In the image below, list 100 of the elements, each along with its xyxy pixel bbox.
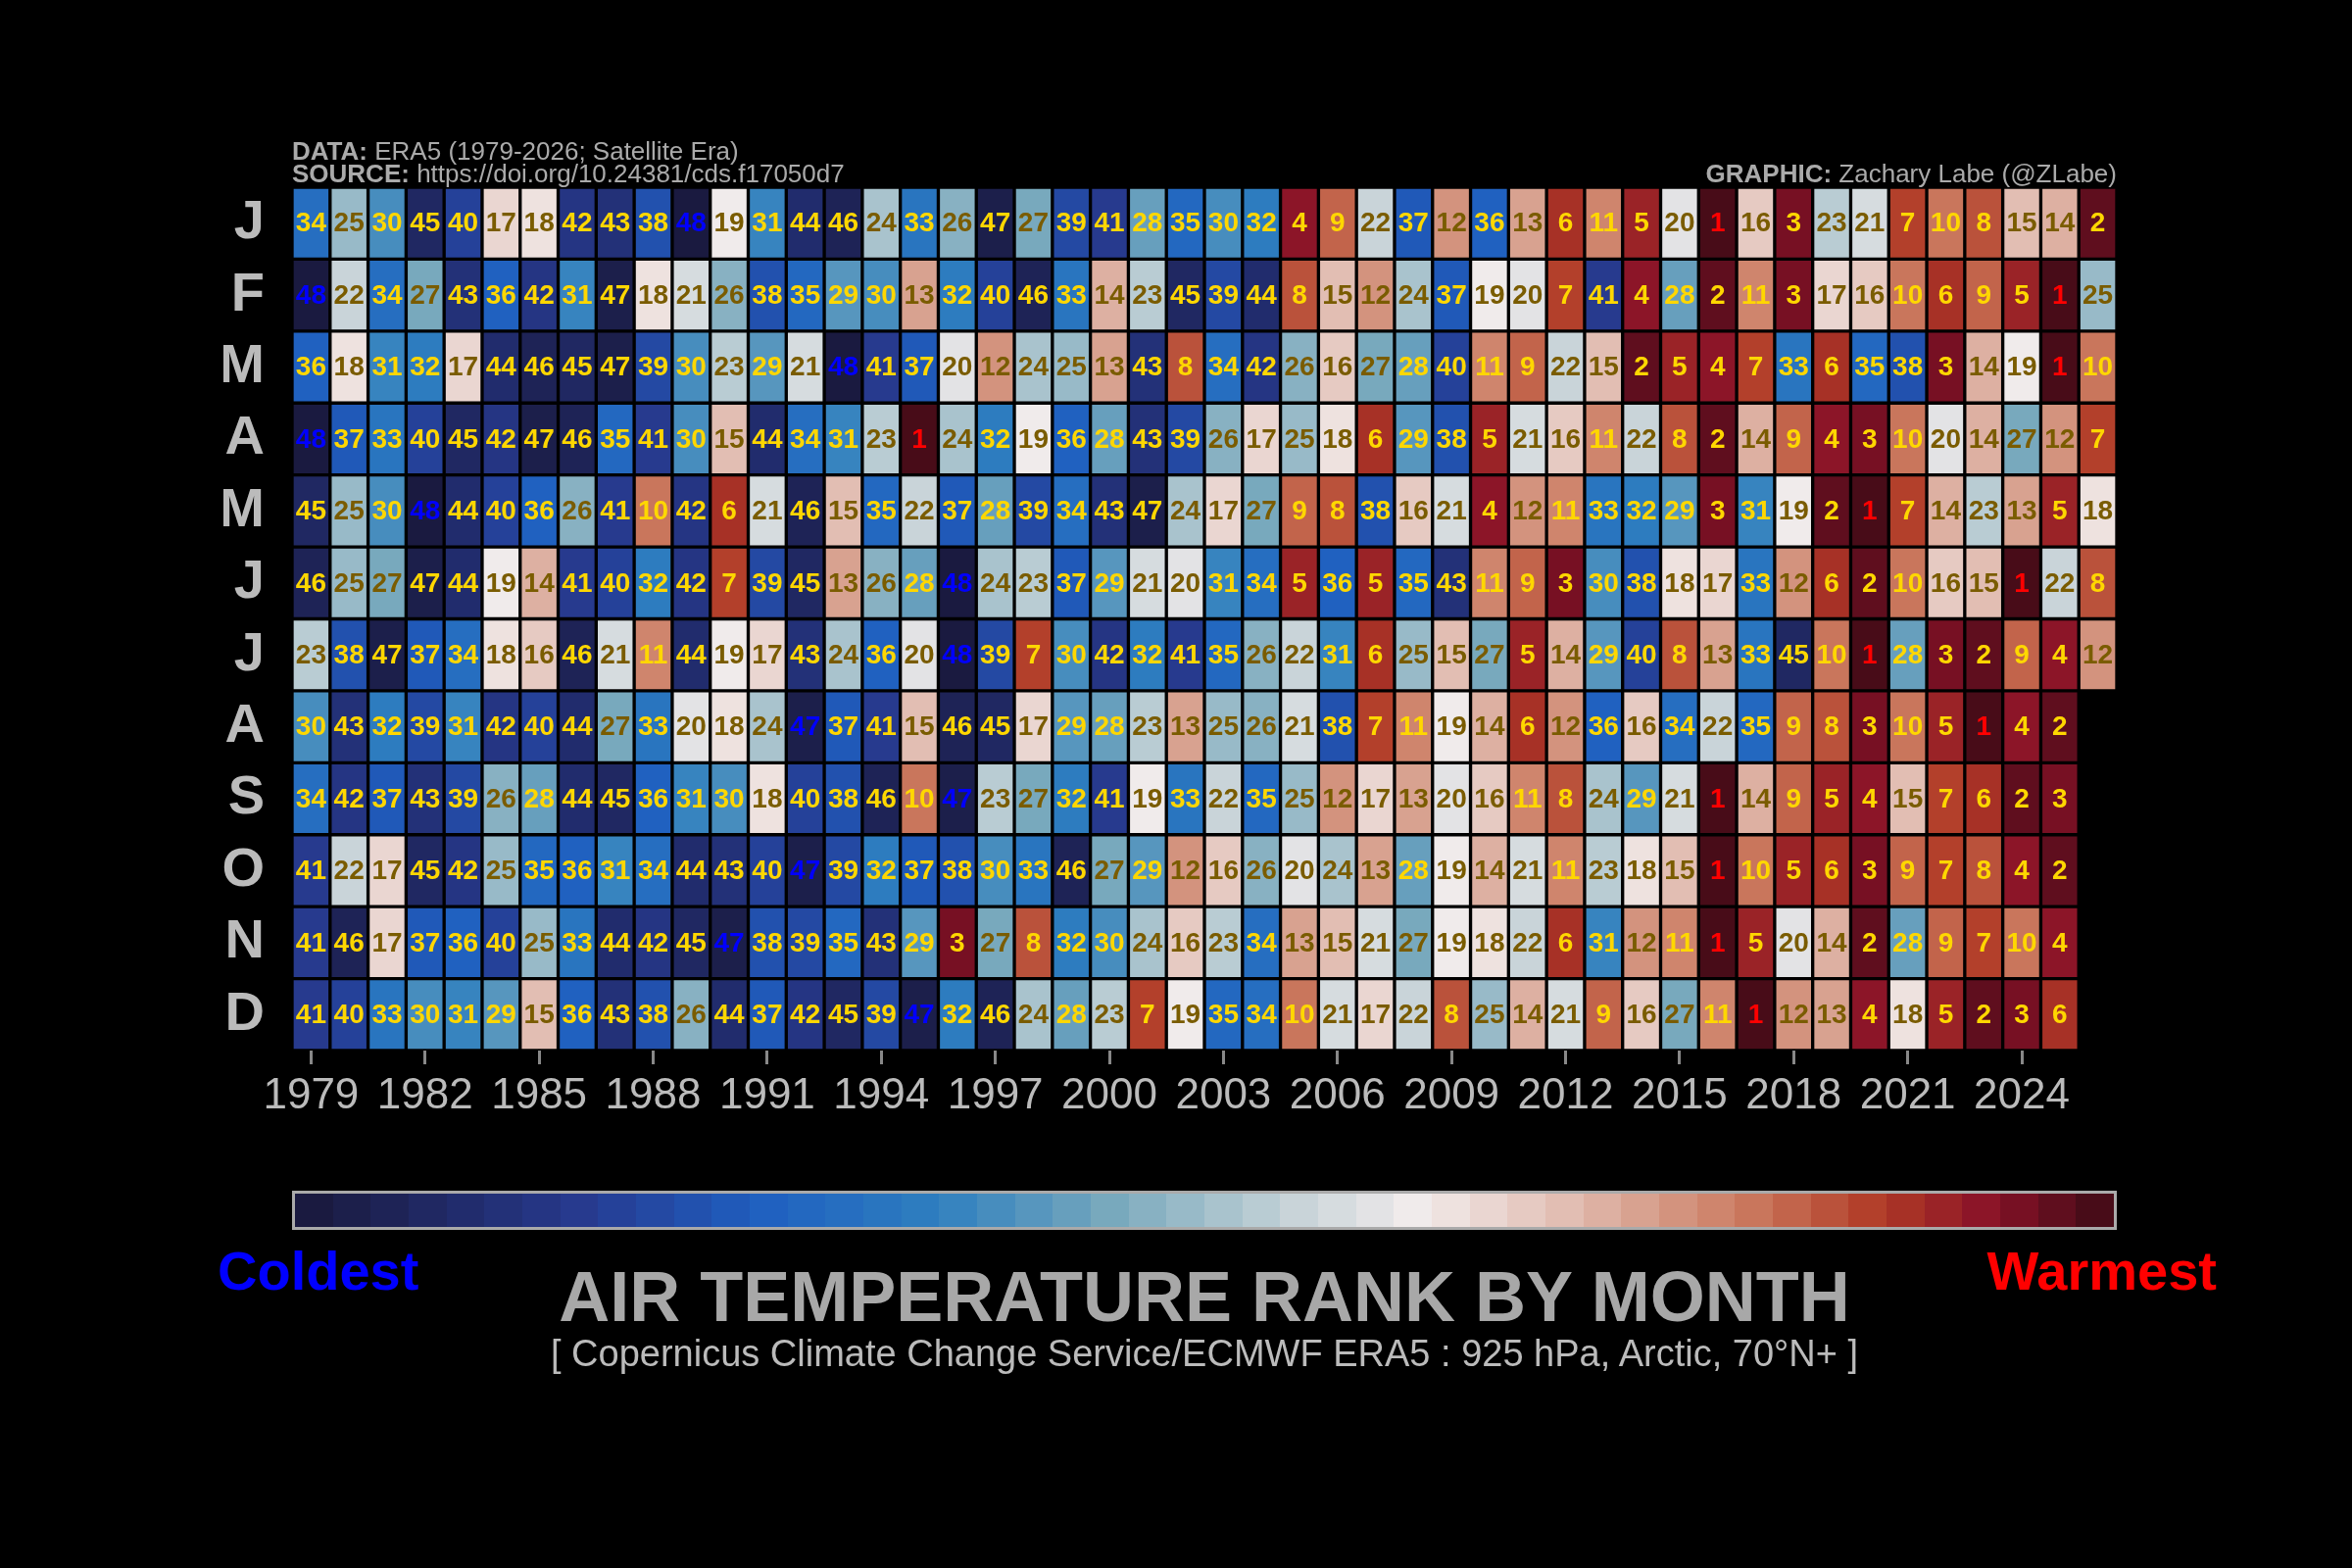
data-label: 8 [2089, 566, 2106, 598]
data-label: 21 [1512, 855, 1544, 886]
data-label: 19 [1436, 855, 1467, 886]
data-label: 5 [1672, 351, 1688, 382]
data-label: 46 [333, 926, 365, 957]
data-label: 23 [1968, 495, 1999, 526]
data-label: 29 [1055, 710, 1087, 742]
data-label: 23 [1094, 999, 1125, 1030]
data-label: 47 [523, 422, 555, 454]
data-label: 9 [1976, 278, 1992, 310]
data-label: 3 [2052, 782, 2068, 813]
data-label: 14 [1740, 782, 1772, 813]
data-label: 16 [1740, 207, 1772, 238]
data-label: 13 [1816, 999, 1847, 1030]
data-label: 4 [1824, 422, 1840, 454]
data-label: 11 [1550, 495, 1581, 526]
data-label: 38 [1626, 566, 1657, 598]
data-label: 46 [562, 422, 593, 454]
data-label: 42 [675, 566, 707, 598]
data-label: 12 [1778, 999, 1809, 1030]
data-label: 15 [1892, 782, 1924, 813]
data-label: 46 [827, 207, 859, 238]
data-label: 3 [1862, 855, 1878, 886]
data-label: 34 [1664, 710, 1695, 742]
text: Warmest [1986, 1239, 2217, 1302]
data-label: 33 [1740, 638, 1772, 669]
data-label: 21 [1436, 495, 1467, 526]
data-label: 10 [2082, 351, 2114, 382]
data-label: 29 [752, 351, 783, 382]
data-label: 45 [410, 207, 441, 238]
x-tick-label: 1991 [718, 1068, 815, 1117]
data-label: 40 [980, 278, 1011, 310]
data-label: 26 [1207, 422, 1239, 454]
data-label: 26 [942, 207, 973, 238]
data-label: 31 [1322, 638, 1353, 669]
data-label: 34 [1207, 351, 1240, 382]
data-label: 21 [675, 278, 707, 310]
text: AIR TEMPERATURE RANK BY MONTH [559, 1257, 1850, 1336]
data-label: 5 [1519, 638, 1536, 669]
data-label: 46 [865, 782, 897, 813]
data-label: 29 [485, 999, 516, 1030]
data-label: 6 [1824, 351, 1839, 382]
data-label: 48 [942, 566, 973, 598]
data-label: 32 [1055, 926, 1087, 957]
data-label: 7 [1140, 999, 1155, 1030]
data-label: 19 [1170, 999, 1201, 1030]
data-label: 21 [752, 495, 783, 526]
data-label: 32 [1132, 638, 1163, 669]
data-label: 18 [1664, 566, 1695, 598]
data-label: 3 [1937, 638, 1954, 669]
data-label: 46 [562, 638, 593, 669]
data-label: 25 [1284, 422, 1315, 454]
data-label: 31 [827, 422, 859, 454]
data-label: 39 [1055, 207, 1087, 238]
data-label: 24 [942, 422, 973, 454]
data-label: 34 [295, 782, 327, 813]
data-label: 13 [1284, 926, 1315, 957]
data-label: 35 [523, 855, 555, 886]
data-label: 12 [1170, 855, 1201, 886]
data-label: 25 [2082, 278, 2114, 310]
data-label: 46 [980, 999, 1011, 1030]
data-label: 6 [1824, 855, 1839, 886]
data-label: 35 [1207, 999, 1239, 1030]
x-tick-label: 2021 [1859, 1068, 1956, 1117]
data-label: 13 [1359, 855, 1392, 886]
data-label: 39 [447, 782, 479, 813]
data-label: 40 [752, 855, 783, 886]
data-label: 42 [523, 278, 555, 310]
data-label: 10 [1892, 278, 1924, 310]
data-label: 48 [675, 207, 707, 238]
data-label: 30 [865, 278, 897, 310]
data-label: 10 [1892, 566, 1924, 598]
data-label: 8 [1557, 782, 1574, 813]
data-label: 24 [1170, 495, 1201, 526]
data-label: 36 [485, 278, 516, 310]
data-label: 42 [333, 782, 365, 813]
data-label: 41 [295, 926, 326, 957]
data-label: 1 [1862, 638, 1878, 669]
data-label: 15 [2006, 207, 2037, 238]
data-label: 29 [827, 278, 859, 310]
data-label: 40 [600, 566, 631, 598]
data-label: 6 [2052, 999, 2068, 1030]
data-label: 31 [600, 855, 631, 886]
data-label: 2 [1862, 926, 1878, 957]
data-label: 35 [827, 926, 859, 957]
data-label: 39 [637, 351, 669, 382]
data-label: 14 [1740, 422, 1772, 454]
data-label: 36 [637, 782, 669, 813]
data-label: 13 [1094, 351, 1125, 382]
data-label: 13 [827, 566, 859, 598]
data-label: 26 [1246, 638, 1277, 669]
data-label: 41 [295, 855, 326, 886]
data-label: 17 [371, 926, 403, 957]
data-label: 2 [1824, 495, 1839, 526]
data-label: 25 [333, 495, 365, 526]
data-label: 3 [1786, 278, 1802, 310]
data-label: 45 [600, 782, 631, 813]
data-label: 14 [1549, 638, 1582, 669]
data-label: 26 [485, 782, 516, 813]
data-label: 7 [1937, 782, 1954, 813]
